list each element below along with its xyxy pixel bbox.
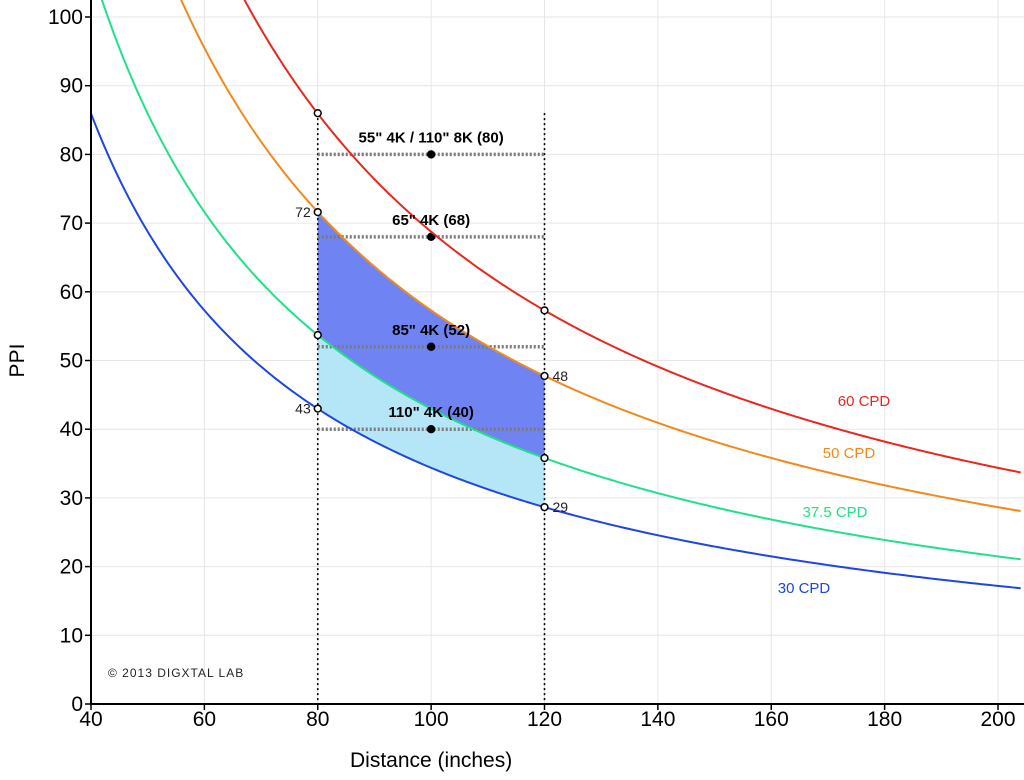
tv-reference-label: 65" 4K (68): [392, 212, 470, 229]
x-tick-label: 200: [980, 708, 1015, 731]
point-value-label: 29: [553, 499, 569, 515]
series-line-37-5-cpd: [100, 0, 1021, 561]
copyright-text: © 2013 DIGXTAL LAB: [108, 666, 244, 680]
marked-point: [540, 453, 549, 463]
y-tick-label: 10: [60, 624, 83, 647]
series-label: 30 CPD: [778, 580, 831, 597]
labels: 55" 4K / 110" 8K (80) 65" 4K (68) 85" 4K (…: [108, 129, 890, 680]
marked-point: [540, 371, 549, 381]
marked-point: [313, 404, 322, 413]
point-value-label: 72: [295, 204, 311, 220]
y-tick-label: 50: [60, 350, 83, 373]
series-line-30-cpd: [91, 113, 1021, 590]
point-value-label: 43: [295, 401, 311, 417]
series-label: 60 CPD: [838, 393, 891, 410]
shaded-region-1: [317, 211, 545, 458]
shaded-regions: [317, 211, 545, 508]
tv-reference-midpoint: [426, 342, 436, 351]
series-label: 50 CPD: [823, 445, 876, 462]
tv-reference-label: 85" 4K (52): [392, 322, 470, 339]
y-tick-label: 40: [60, 418, 83, 441]
y-tick-label: 60: [60, 281, 83, 304]
series-line-50-cpd: [180, 0, 1021, 513]
shaded-region-2: [317, 335, 545, 508]
x-axis-title: Distance (inches): [350, 749, 512, 772]
tv-reference-midpoint: [426, 425, 436, 434]
x-tick-label: 60: [193, 708, 216, 731]
x-tick-label: 40: [79, 708, 102, 731]
x-tick-label: 180: [867, 708, 902, 731]
y-tick-label: 90: [60, 75, 83, 98]
point-value-label: 48: [553, 368, 569, 384]
y-tick-label: 70: [60, 212, 83, 235]
x-tick-label: 100: [414, 708, 449, 731]
marked-point: [313, 109, 322, 118]
y-axis-title: PPI: [6, 344, 29, 378]
grid: [91, 0, 1024, 704]
y-tick-label: 0: [71, 693, 83, 716]
marked-point: [313, 330, 322, 340]
tv-reference-lines: [317, 150, 545, 434]
series-label: 37.5 CPD: [802, 504, 867, 521]
cpd-curves: [91, 0, 1021, 590]
marked-point: [540, 503, 549, 512]
x-tick-label: 120: [527, 708, 562, 731]
y-tick-label: 100: [48, 6, 83, 29]
tv-reference-midpoint: [426, 150, 436, 159]
tv-reference-label: 55" 4K / 110" 8K (80): [359, 129, 504, 146]
y-tick-label: 80: [60, 143, 83, 166]
tv-reference-midpoint: [426, 232, 436, 242]
axes: 0 10 20 30 40 50 60 70 80 90 100 40 60 80 100 120 140 160…: [6, 0, 1024, 772]
y-tick-label: 20: [60, 556, 83, 579]
marked-point: [313, 207, 322, 217]
tv-reference-label: 110" 4K (40): [388, 404, 474, 421]
series-line-60-cpd: [243, 0, 1021, 474]
y-tick-label: 30: [60, 487, 83, 510]
x-tick-label: 80: [306, 708, 329, 731]
x-tick-label: 160: [754, 708, 789, 731]
marked-points: [313, 109, 549, 512]
x-tick-label: 140: [640, 708, 675, 731]
marked-point: [540, 306, 549, 315]
